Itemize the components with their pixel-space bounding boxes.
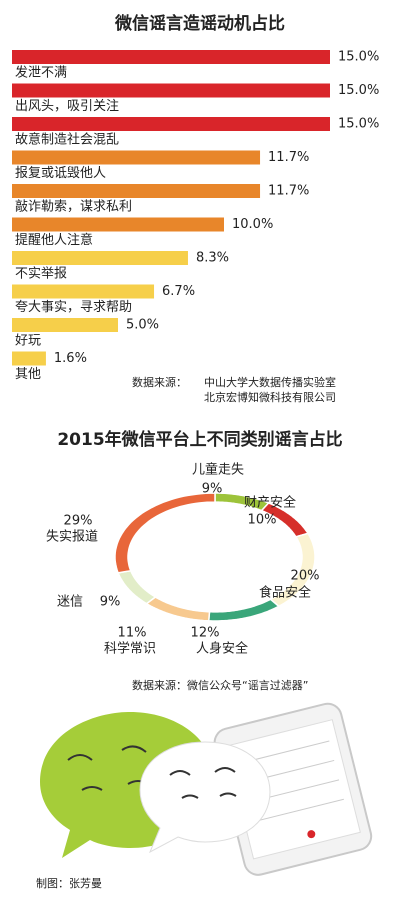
source: 中山大学大数据传播实验室 — [204, 375, 336, 389]
source: 数据来源：微信公众号“谣言过滤器” — [132, 678, 308, 692]
category-label: 迷信 — [57, 595, 83, 610]
category-label: 提醒他人注意 — [15, 232, 93, 248]
value-label: 8.3% — [196, 251, 229, 266]
chart-title: 2015年微信平台上不同类别谣言占比 — [57, 429, 342, 450]
bar — [12, 150, 261, 165]
bar — [12, 50, 330, 64]
pie-segment — [145, 596, 211, 622]
bar — [12, 83, 330, 98]
value-label: 6.7% — [162, 284, 195, 299]
category-label: 不实举报 — [15, 267, 67, 282]
category-label: 食品安全 — [259, 585, 311, 601]
category-label: 失实报道 — [46, 530, 98, 545]
source: 北京宏博知微科技有限公司 — [204, 390, 336, 404]
credit: 制图：张芳曼 — [36, 876, 102, 890]
category-label: 其他 — [15, 367, 41, 382]
value-label: 15.0% — [338, 117, 379, 132]
chart-title: 微信谣言造谣动机占比 — [114, 13, 285, 34]
pie-segment — [114, 492, 216, 574]
value-label: 20% — [291, 569, 320, 584]
value-label: 15.0% — [338, 50, 379, 65]
category-label: 故意制造社会混乱 — [15, 132, 119, 148]
value-label: 11.7% — [268, 184, 309, 199]
category-label: 出风头，吸引关注 — [15, 99, 119, 114]
category-label: 发泄不满 — [15, 65, 67, 81]
bar — [12, 251, 188, 265]
bar — [12, 318, 118, 332]
value-label: 10% — [248, 513, 277, 528]
category-label: 好玩 — [15, 334, 41, 349]
value-label: 12% — [191, 626, 220, 641]
value-label: 11% — [118, 626, 147, 641]
value-label: 15.0% — [338, 83, 379, 98]
illustration — [40, 702, 373, 876]
source-label: 数据来源： — [132, 375, 187, 389]
value-label: 11.7% — [268, 150, 309, 165]
value-label: 1.6% — [54, 351, 87, 366]
bar — [12, 284, 155, 299]
bar — [12, 117, 330, 131]
category-label: 夸大事实，寻求帮助 — [15, 300, 132, 315]
category-label: 儿童走失 — [192, 462, 244, 478]
category-label: 敲诈勒索，谋求私利 — [15, 199, 132, 215]
category-label: 科学常识 — [104, 641, 156, 657]
category-label: 报复或诋毁他人 — [15, 166, 106, 181]
category-label: 人身安全 — [196, 641, 248, 657]
pie-segment — [207, 598, 280, 622]
bar — [12, 217, 224, 232]
bar — [12, 351, 46, 366]
bar — [12, 184, 261, 198]
category-label: 财产安全 — [244, 495, 296, 511]
value-label: 9% — [100, 595, 121, 610]
value-label: 10.0% — [232, 217, 273, 232]
pie-segment — [117, 569, 157, 605]
value-label: 5.0% — [126, 318, 159, 333]
value-label: 9% — [202, 482, 223, 497]
value-label: 29% — [64, 514, 93, 529]
